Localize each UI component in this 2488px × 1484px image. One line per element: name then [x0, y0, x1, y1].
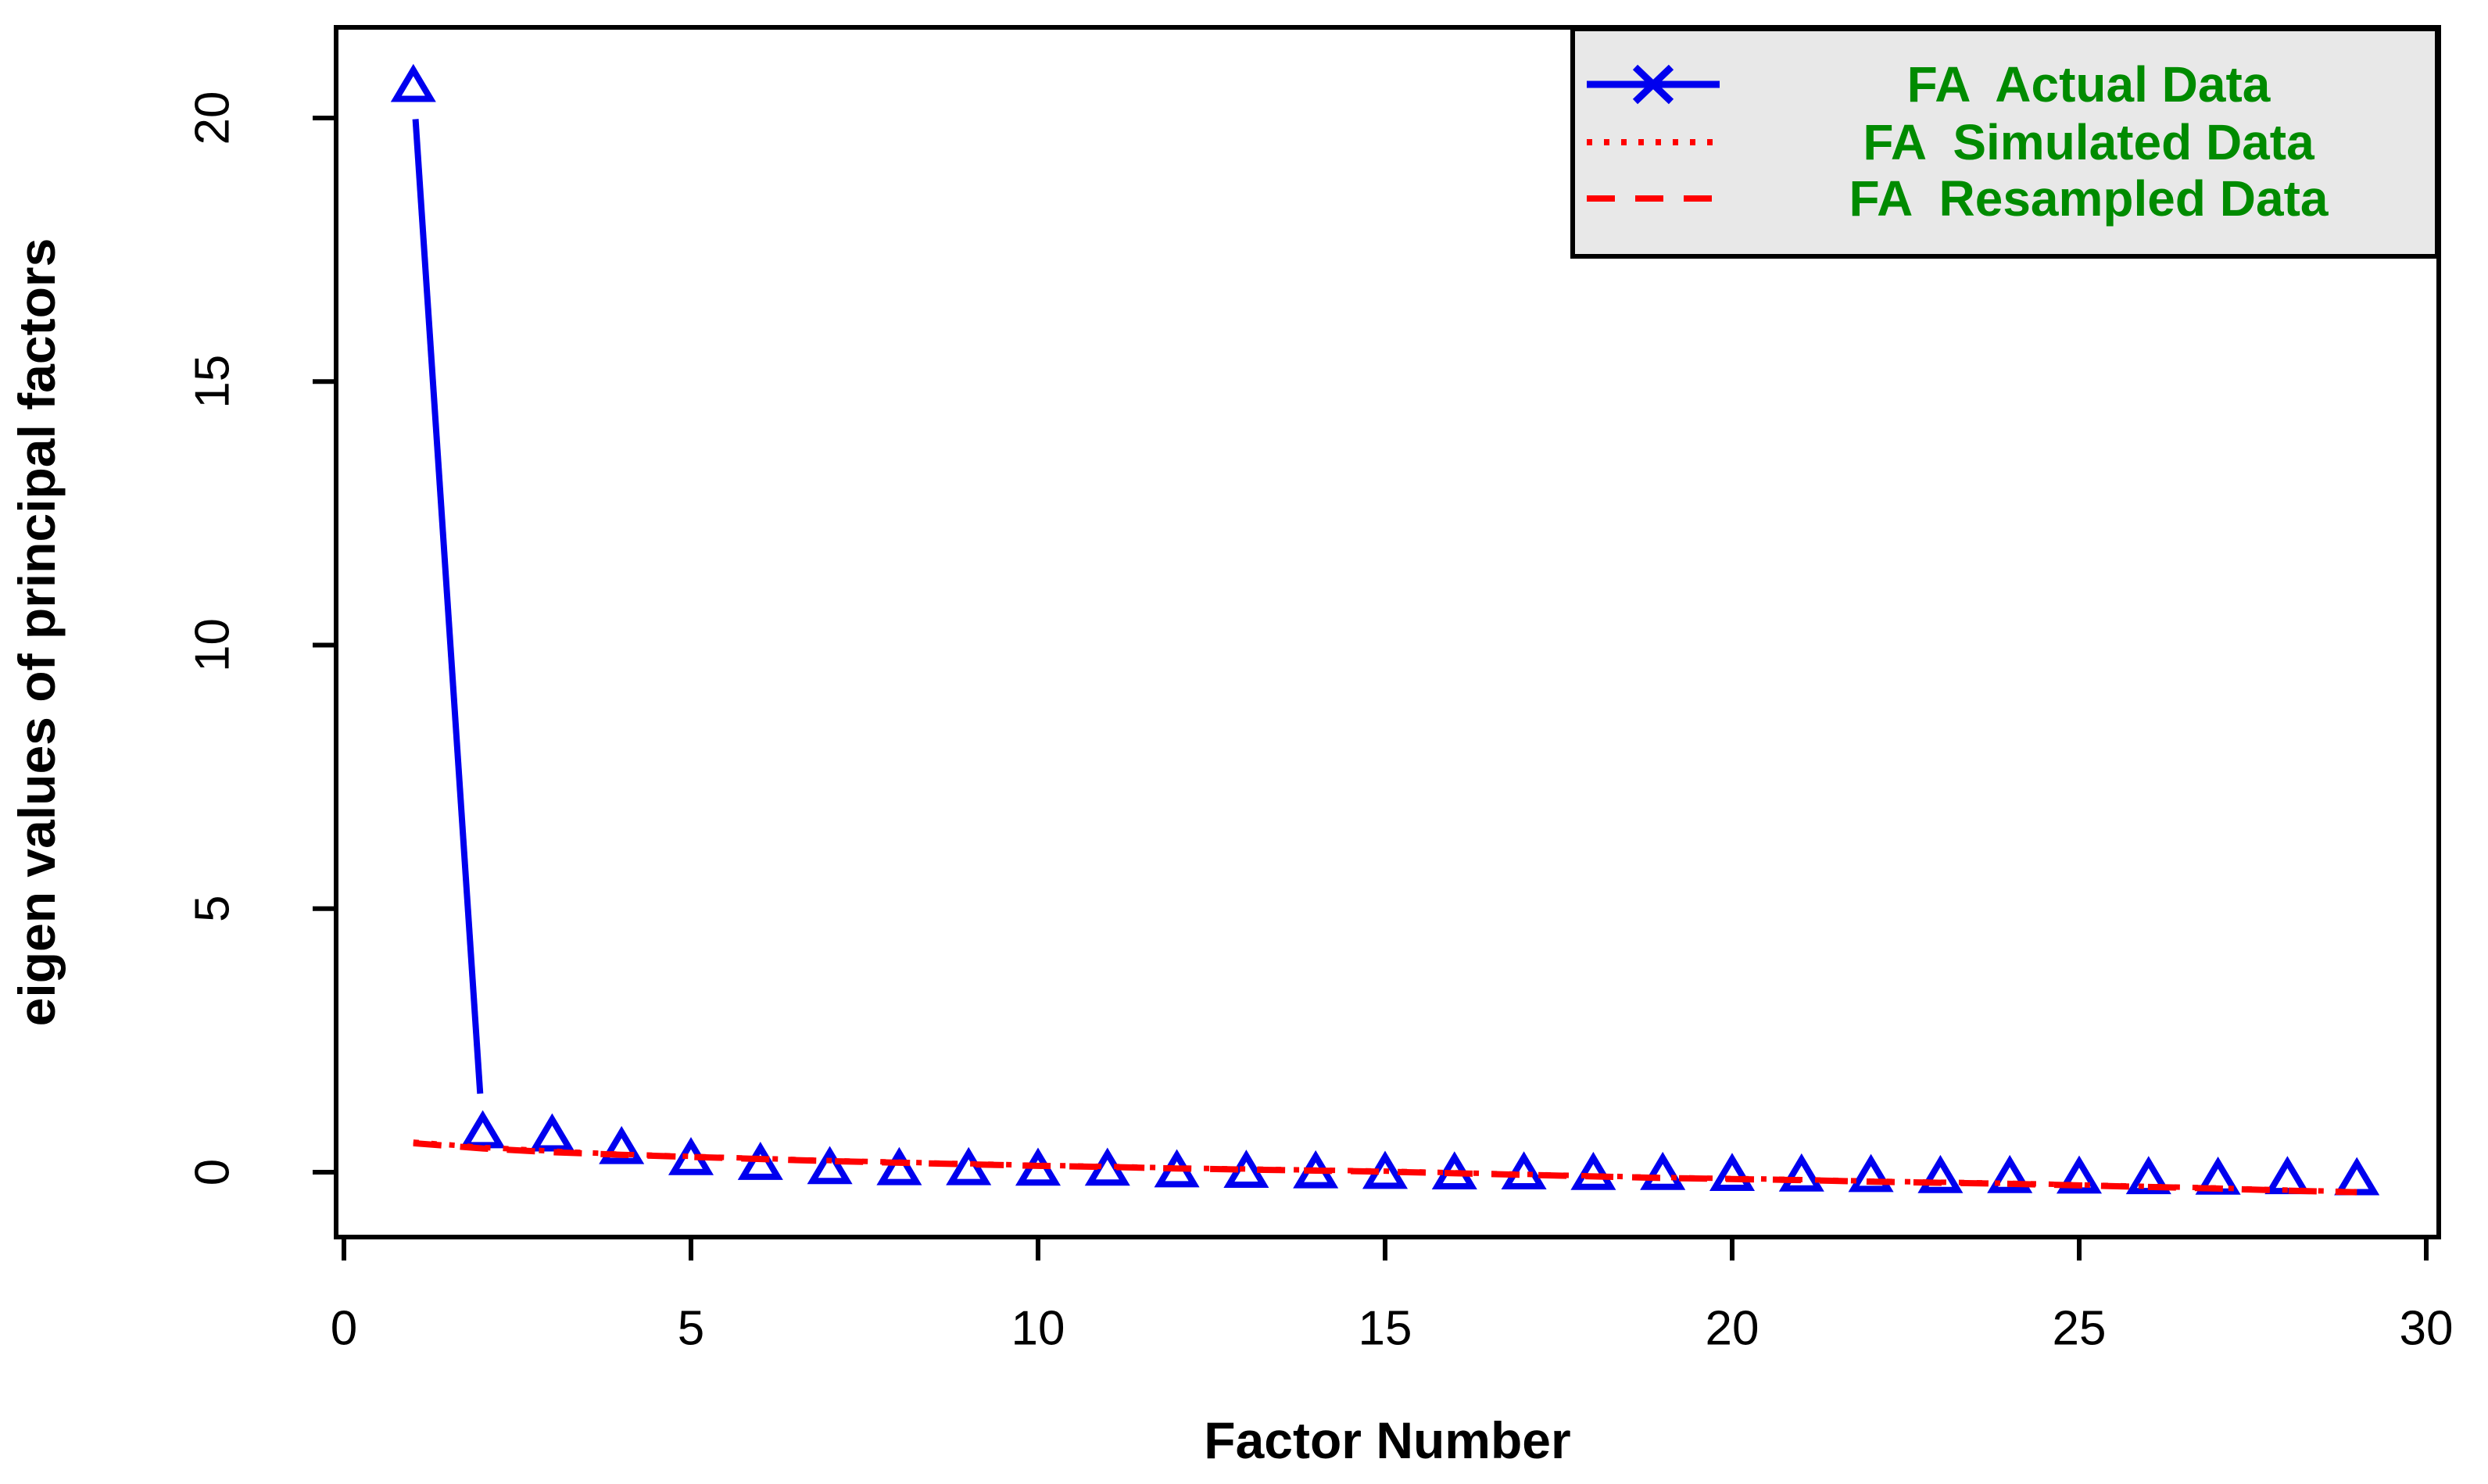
x-axis-tick-label: 20 — [1706, 1302, 1759, 1356]
triangle-marker — [460, 1110, 506, 1149]
x-axis-tick-label: 15 — [1359, 1302, 1412, 1356]
x-axis-tick-label: 10 — [1011, 1302, 1065, 1356]
triangle-marker — [1640, 1151, 1686, 1190]
y-axis-tick-label: 20 — [186, 91, 240, 145]
y-axis-tick-label: 10 — [186, 618, 240, 672]
x-axis-tick-label: 0 — [331, 1302, 357, 1356]
triangle-marker — [737, 1142, 783, 1180]
triangle-marker — [2056, 1155, 2103, 1194]
resampled-series-line — [413, 1139, 2357, 1196]
legend-label-simulated: FA Simulated Data — [1863, 114, 2314, 170]
legend-label-resampled: FA Resampled Data — [1849, 170, 2329, 227]
triangle-marker — [1848, 1153, 1894, 1193]
legend-item-actual: FA Actual Data — [1587, 56, 2271, 113]
triangle-marker — [2125, 1156, 2171, 1195]
legend: FA Actual Data FA Simulated Data FA Resa… — [1570, 27, 2440, 259]
triangle-marker — [1709, 1153, 1756, 1192]
x-axis-title: Factor Number — [1204, 1411, 1570, 1469]
x-axis-tick-label: 5 — [678, 1302, 704, 1356]
y-axis-title: eigen values of principal factors — [8, 238, 66, 1027]
legend-x-marker-icon — [1632, 64, 1674, 105]
x-axis-tick-label: 25 — [2053, 1302, 2107, 1356]
triangle-marker — [1778, 1153, 1824, 1192]
actual-series-line — [412, 119, 484, 1094]
y-axis-tick-label: 5 — [186, 896, 240, 922]
triangle-marker — [2264, 1156, 2311, 1195]
y-axis-tick-label: 0 — [186, 1159, 240, 1185]
triangle-marker — [1570, 1151, 1616, 1190]
triangle-marker — [1917, 1154, 1964, 1193]
x-axis-tick-label: 30 — [2400, 1302, 2454, 1356]
y-axis-tick-label: 15 — [186, 355, 240, 409]
triangle-marker — [1987, 1154, 2033, 1193]
triangle-marker — [529, 1113, 575, 1152]
triangle-marker — [599, 1125, 645, 1164]
triangle-marker — [390, 63, 436, 102]
plot-area: 0 5 10 15 20 25 30 0 5 10 15 20 — [186, 25, 2454, 1356]
legend-label-actual: FA Actual Data — [1907, 56, 2271, 113]
legend-box — [1570, 27, 2440, 259]
triangle-marker — [876, 1146, 922, 1185]
legend-item-simulated: FA Simulated Data — [1587, 114, 2314, 170]
triangle-marker — [807, 1146, 853, 1185]
triangle-marker — [2334, 1157, 2380, 1196]
legend-item-resampled: FA Resampled Data — [1587, 170, 2329, 227]
